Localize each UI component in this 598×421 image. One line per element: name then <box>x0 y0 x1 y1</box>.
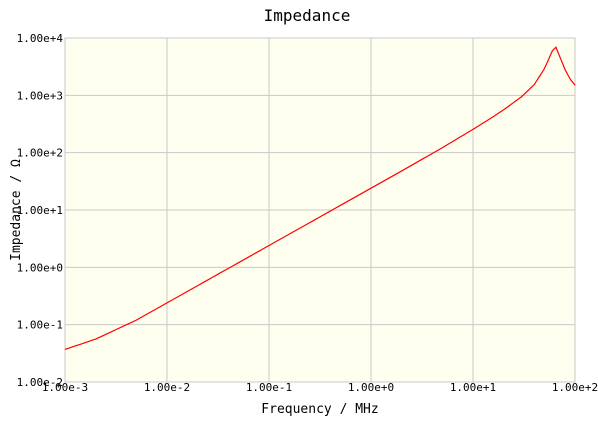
y-tick-label: 1.00e-2 <box>17 376 63 389</box>
x-tick-label: 1.00e+1 <box>450 381 496 394</box>
series-layer <box>64 46 576 350</box>
grid-lines <box>64 37 576 383</box>
x-tick-label: 1.00e+2 <box>552 381 598 394</box>
x-axis-label: Frequency / MHz <box>261 402 378 417</box>
impedance-series-line <box>64 46 576 350</box>
y-tick-label: 1.00e+3 <box>17 89 63 102</box>
y-tick-label: 1.00e-1 <box>17 319 63 332</box>
tick-labels: 1.00e-3 1.00e-2 1.00e-1 1.00e+0 1.00e+1 1.00e… <box>17 32 598 394</box>
y-tick-label: 1.00e+1 <box>17 204 63 217</box>
y-tick-label: 1.00e+2 <box>17 147 63 160</box>
x-tick-label: 1.00e-1 <box>246 381 292 394</box>
x-tick-label: 1.00e-3 <box>42 381 88 394</box>
y-tick-label: 1.00e+4 <box>17 32 64 45</box>
y-axis-label: Impedance / Ω <box>9 159 24 261</box>
x-tick-label: 1.00e+0 <box>348 381 394 394</box>
x-tick-label: 1.00e-2 <box>144 381 190 394</box>
y-tick-label: 1.00e+0 <box>17 261 63 274</box>
chart-title: Impedance <box>264 6 351 25</box>
